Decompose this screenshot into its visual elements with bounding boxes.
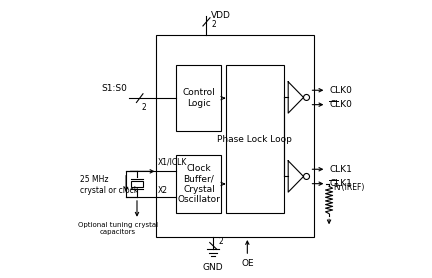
- Bar: [177, 65, 222, 131]
- Text: CLK1: CLK1: [329, 165, 352, 174]
- Text: Rr(IREF): Rr(IREF): [333, 183, 365, 192]
- Text: Clock
Buffer/
Crystal
Oscillator: Clock Buffer/ Crystal Oscillator: [178, 164, 220, 204]
- Text: X1/ICLK: X1/ICLK: [157, 157, 187, 167]
- Text: OE: OE: [241, 259, 254, 268]
- Text: 2: 2: [141, 103, 146, 112]
- Text: 2: 2: [218, 237, 223, 247]
- Bar: [226, 65, 284, 213]
- Text: VDD: VDD: [211, 11, 231, 19]
- Polygon shape: [288, 82, 304, 113]
- Text: CLK1: CLK1: [329, 179, 352, 188]
- Polygon shape: [288, 161, 304, 192]
- Text: 25 MHz
crystal or clock: 25 MHz crystal or clock: [80, 175, 138, 195]
- Text: Phase Lock Loop: Phase Lock Loop: [217, 135, 292, 143]
- Text: GND: GND: [203, 263, 224, 272]
- Text: CLK0: CLK0: [329, 86, 352, 95]
- Bar: [131, 181, 143, 187]
- Text: 2: 2: [211, 20, 216, 29]
- Text: Optional tuning crystal
capacitors: Optional tuning crystal capacitors: [78, 222, 158, 235]
- Bar: [177, 155, 222, 213]
- Text: Control
Logic: Control Logic: [183, 88, 215, 108]
- Bar: [156, 36, 314, 237]
- Text: X2: X2: [157, 186, 168, 195]
- Text: S1:S0: S1:S0: [102, 84, 127, 93]
- Text: CLK0: CLK0: [329, 100, 352, 109]
